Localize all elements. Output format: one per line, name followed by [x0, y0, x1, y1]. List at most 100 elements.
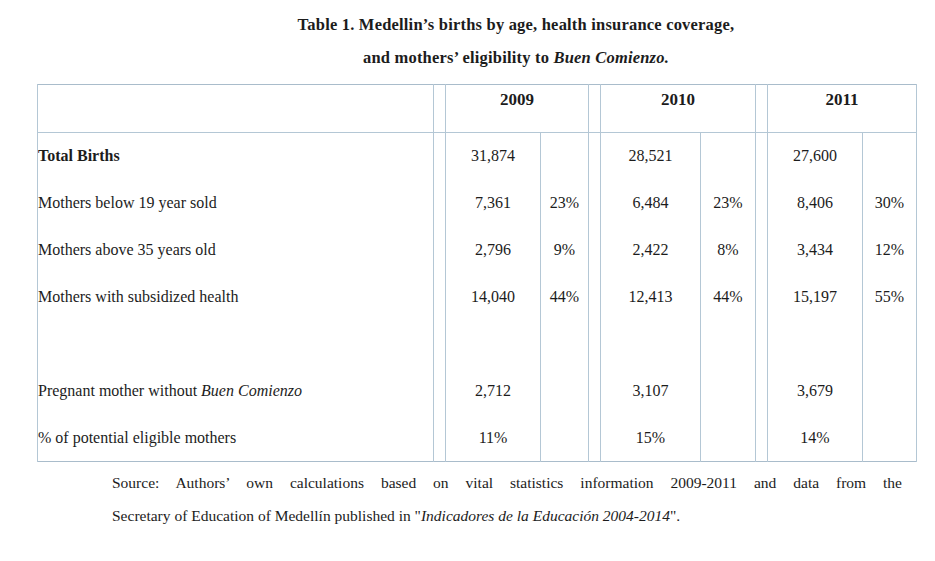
cell-2011-pct [863, 415, 917, 462]
cell-2010-count: 28,521 [601, 133, 701, 180]
gap-cell [434, 321, 446, 368]
table-row-mothers-above-35: Mothers above 35 years old 2,796 9% 2,42… [38, 227, 917, 274]
paper-page: Table 1. Medellin’s births by age, healt… [0, 0, 935, 561]
source-note-line1: Source: Authors’ own calculations based … [112, 466, 902, 499]
gap-cell [589, 321, 601, 368]
cell-2011-pct [863, 133, 917, 180]
gap-cell [756, 415, 768, 462]
cell-2010-pct: 44% [701, 274, 756, 321]
cell-2009-count: 14,040 [446, 274, 541, 321]
header-year-2009: 2009 [446, 85, 589, 133]
cell-2010-count: 3,107 [601, 368, 701, 415]
cell-2009-count: 7,361 [446, 180, 541, 227]
row-label-mothers-below-19: Mothers below 19 year sold [38, 180, 434, 227]
cell-2009-pct: 23% [541, 180, 589, 227]
table-row-total-births: Total Births 31,874 28,521 27,600 [38, 133, 917, 180]
cell-2010-pct [701, 368, 756, 415]
cell-2010-count: 6,484 [601, 180, 701, 227]
cell-2009-count: 2,796 [446, 227, 541, 274]
table-header-row: 2009 2010 2011 [38, 85, 917, 133]
gap-cell [589, 415, 601, 462]
cell-2010-pct: 23% [701, 180, 756, 227]
spacer-cell [446, 321, 541, 368]
table-title-line2-text: and mothers’ eligibility to [363, 48, 553, 67]
cell-2011-count: 14% [768, 415, 863, 462]
cell-2011-pct: 12% [863, 227, 917, 274]
table-row-pct-eligible: % of potential eligible mothers 11% 15% … [38, 415, 917, 462]
gap-cell [434, 415, 446, 462]
cell-2009-count: 31,874 [446, 133, 541, 180]
source-note: Source: Authors’ own calculations based … [112, 466, 902, 532]
cell-2011-pct: 30% [863, 180, 917, 227]
births-table: 2009 2010 2011 Total Births 31,874 28,52… [37, 84, 917, 462]
cell-2011-count: 3,434 [768, 227, 863, 274]
row-label-subsidized-health: Mothers with subsidized health [38, 274, 434, 321]
gap-cell [589, 180, 601, 227]
cell-2011-count: 15,197 [768, 274, 863, 321]
cell-2009-pct [541, 415, 589, 462]
spacer-cell [601, 321, 701, 368]
gap-cell [589, 274, 601, 321]
gap-cell [756, 180, 768, 227]
gap-cell [434, 227, 446, 274]
cell-2009-pct: 44% [541, 274, 589, 321]
gap-cell [756, 274, 768, 321]
cell-2011-count: 27,600 [768, 133, 863, 180]
header-year-2010: 2010 [601, 85, 756, 133]
table-title-line2: and mothers’ eligibility to Buen Comienz… [97, 41, 935, 74]
cell-2011-count: 8,406 [768, 180, 863, 227]
header-gap-1 [434, 85, 446, 133]
table-row-mothers-below-19: Mothers below 19 year sold 7,361 23% 6,4… [38, 180, 917, 227]
gap-cell [756, 133, 768, 180]
cell-2009-pct: 9% [541, 227, 589, 274]
gap-cell [434, 274, 446, 321]
row-label-program-name: Buen Comienzo [201, 382, 302, 399]
cell-2010-count: 12,413 [601, 274, 701, 321]
cell-2011-pct: 55% [863, 274, 917, 321]
spacer-cell [863, 321, 917, 368]
cell-2009-count: 2,712 [446, 368, 541, 415]
source-note-publication-name: Indicadores de la Educación 2004-2014 [421, 507, 670, 524]
header-gap-2 [589, 85, 601, 133]
cell-2010-count: 2,422 [601, 227, 701, 274]
gap-cell [589, 368, 601, 415]
source-note-line2: Secretary of Education of Medellín publi… [112, 499, 902, 532]
cell-2009-pct [541, 368, 589, 415]
gap-cell [756, 227, 768, 274]
gap-cell [434, 368, 446, 415]
gap-cell [589, 133, 601, 180]
cell-2010-pct [701, 415, 756, 462]
table-title-program-name: Buen Comienzo. [553, 48, 669, 67]
spacer-cell [701, 321, 756, 368]
row-label-total-births: Total Births [38, 133, 434, 180]
cell-2010-pct [701, 133, 756, 180]
table-row-spacer [38, 321, 917, 368]
cell-2010-count: 15% [601, 415, 701, 462]
gap-cell [589, 227, 601, 274]
source-note-line2-text: Secretary of Education of Medellín publi… [112, 507, 421, 524]
gap-cell [756, 368, 768, 415]
header-label-cell [38, 85, 434, 133]
header-year-2011: 2011 [768, 85, 917, 133]
row-label-text: Pregnant mother without [38, 382, 201, 399]
row-label-pregnant-without-bc: Pregnant mother without Buen Comienzo [38, 368, 434, 415]
cell-2010-pct: 8% [701, 227, 756, 274]
cell-2009-count: 11% [446, 415, 541, 462]
gap-cell [434, 180, 446, 227]
gap-cell [756, 321, 768, 368]
table-row-subsidized-health: Mothers with subsidized health 14,040 44… [38, 274, 917, 321]
row-label-mothers-above-35: Mothers above 35 years old [38, 227, 434, 274]
source-note-line2-suffix: ". [670, 507, 680, 524]
spacer-cell [768, 321, 863, 368]
spacer-cell [38, 321, 434, 368]
cell-2011-pct [863, 368, 917, 415]
gap-cell [434, 133, 446, 180]
header-gap-3 [756, 85, 768, 133]
cell-2011-count: 3,679 [768, 368, 863, 415]
table-title-line1: Table 1. Medellin’s births by age, healt… [97, 8, 935, 41]
row-label-pct-eligible: % of potential eligible mothers [38, 415, 434, 462]
cell-2009-pct [541, 133, 589, 180]
table-row-pregnant-without-bc: Pregnant mother without Buen Comienzo 2,… [38, 368, 917, 415]
spacer-cell [541, 321, 589, 368]
table-title: Table 1. Medellin’s births by age, healt… [97, 8, 935, 74]
